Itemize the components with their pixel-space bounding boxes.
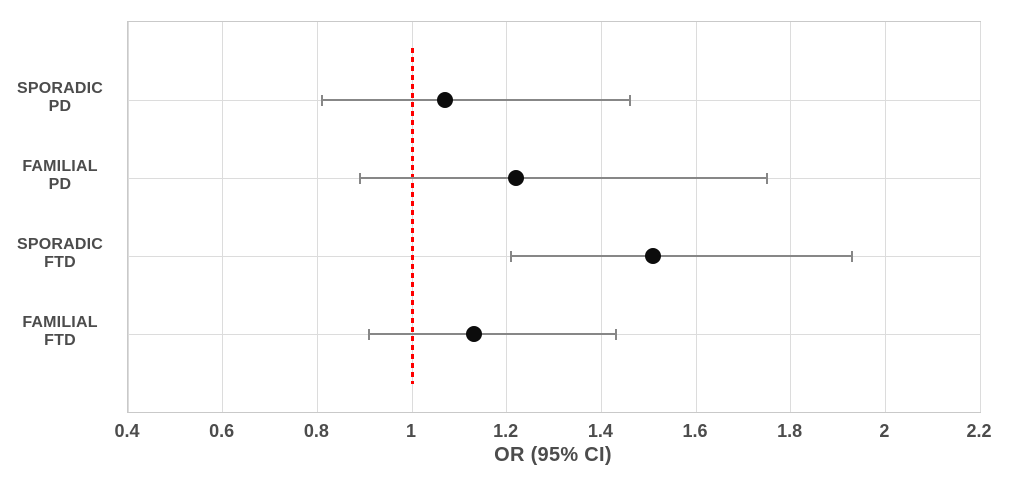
point-marker xyxy=(508,170,525,186)
gridline-vertical xyxy=(600,22,602,412)
gridline-vertical xyxy=(127,22,129,412)
row-label: SPORADIC FTD xyxy=(16,236,104,271)
ci-line xyxy=(369,333,616,335)
x-tick-label: 1.4 xyxy=(587,421,613,441)
point-marker xyxy=(465,326,482,342)
x-tick-label: 2 xyxy=(879,421,890,441)
x-tick-label: 0.6 xyxy=(209,421,235,441)
gridline-vertical xyxy=(790,22,792,412)
x-tick-label: 1.6 xyxy=(682,421,708,441)
gridline-vertical xyxy=(979,22,981,412)
x-tick-label: 1.2 xyxy=(493,421,519,441)
gridline-vertical xyxy=(506,22,508,412)
ci-line xyxy=(322,99,630,101)
ci-endcap xyxy=(614,328,617,340)
ci-line xyxy=(359,177,767,179)
ci-endcap xyxy=(358,172,361,184)
reference-line xyxy=(410,48,414,384)
x-axis-title: OR (95% CI) xyxy=(494,444,612,466)
ci-endcap xyxy=(766,172,768,184)
x-tick-label: 0.4 xyxy=(114,421,140,441)
ci-endcap xyxy=(510,250,513,262)
point-marker xyxy=(645,248,662,264)
ci-endcap xyxy=(321,94,324,106)
x-tick-label: 1.8 xyxy=(777,421,803,441)
point-marker xyxy=(437,92,454,108)
ci-line xyxy=(511,255,853,257)
gridline-vertical xyxy=(316,22,318,412)
ci-endcap xyxy=(628,94,631,106)
row-label: SPORADIC PD xyxy=(16,80,104,115)
x-tick-label: 2.2 xyxy=(966,421,992,441)
x-tick-label: 0.8 xyxy=(303,421,329,441)
gridline-vertical xyxy=(222,22,224,412)
row-label: FAMILIAL PD xyxy=(22,158,98,193)
gridline-vertical xyxy=(695,22,697,412)
plot-area xyxy=(127,21,981,413)
ci-endcap xyxy=(368,328,371,340)
row-label: FAMILIAL FTD xyxy=(22,314,98,349)
gridline-vertical xyxy=(884,22,886,412)
ci-endcap xyxy=(851,250,854,262)
x-tick-label: 1 xyxy=(405,421,416,441)
